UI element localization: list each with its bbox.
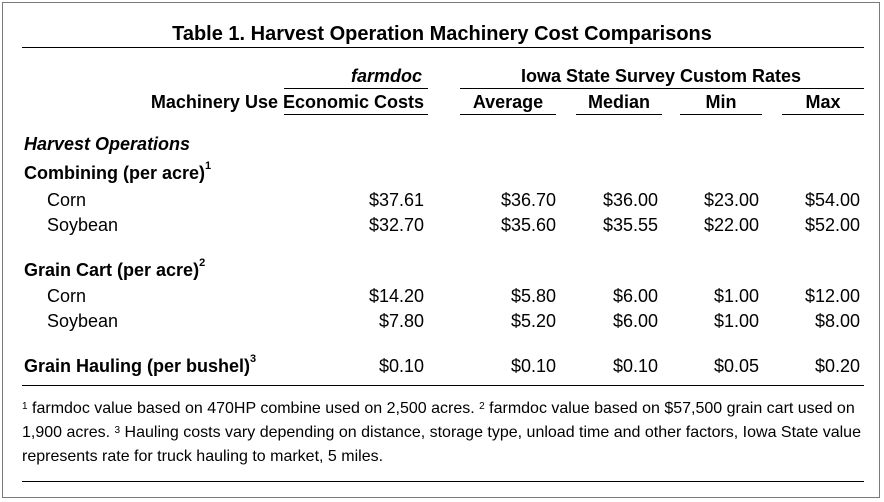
average-col-rule: [460, 114, 556, 115]
max-column-header: Max: [805, 92, 841, 112]
footnote-1-mark: 1: [22, 401, 28, 412]
title-rule: [22, 47, 864, 48]
median-col-rule: [576, 114, 662, 115]
cell-min: $0.05: [713, 356, 759, 376]
footnote-mark: 2: [199, 257, 206, 269]
average-column-header: Average: [472, 92, 544, 112]
cell-average: $0.10: [510, 356, 556, 376]
grain-hauling-heading: Grain Hauling (per bushel)3: [24, 353, 257, 376]
combining-heading: Combining (per acre)1: [24, 160, 212, 183]
cell-average: $36.70: [500, 190, 556, 210]
farmdoc-col-rule: [284, 114, 428, 115]
grain-cart-heading: Grain Cart (per acre)2: [24, 257, 206, 280]
row-label: Soybean: [47, 215, 119, 235]
row-label: Corn: [47, 190, 87, 210]
footnote-1: farmdoc value based on 470HP combine use…: [32, 400, 475, 417]
cell-max: $0.20: [814, 356, 860, 376]
cell-farmdoc: $37.61: [368, 190, 424, 210]
min-column-header: Min: [705, 92, 737, 112]
row-label: Soybean: [47, 311, 119, 331]
footnote-mark: 3: [250, 353, 257, 365]
cell-max: $8.00: [814, 311, 860, 331]
cell-median: $36.00: [602, 190, 658, 210]
footnote-mark: 1: [205, 160, 212, 172]
farmdoc-header: farmdoc: [350, 66, 422, 86]
cell-min: $1.00: [713, 311, 759, 331]
cell-max: $12.00: [804, 286, 860, 306]
cell-median: $6.00: [612, 311, 658, 331]
cell-max: $54.00: [804, 190, 860, 210]
cell-average: $5.20: [510, 311, 556, 331]
cell-average: $35.60: [500, 215, 556, 235]
body-bottom-rule: [22, 385, 864, 386]
max-col-rule: [782, 114, 864, 115]
cell-farmdoc: $0.10: [378, 356, 424, 376]
cell-farmdoc: $7.80: [378, 311, 424, 331]
table-title: Table 1. Harvest Operation Machinery Cos…: [172, 23, 712, 45]
cell-min: $22.00: [703, 215, 759, 235]
survey-group-header: Iowa State Survey Custom Rates: [520, 66, 802, 86]
cell-median: $0.10: [612, 356, 658, 376]
cell-average: $5.80: [510, 286, 556, 306]
cell-farmdoc: $14.20: [368, 286, 424, 306]
footnote-2: farmdoc value based on $57,500 grain car…: [22, 400, 855, 441]
footnote-3-mark: 3: [114, 425, 121, 436]
cell-median: $35.55: [602, 215, 658, 235]
footer-bottom-rule: [22, 481, 864, 482]
cell-min: $23.00: [703, 190, 759, 210]
median-column-header: Median: [587, 92, 650, 112]
row-label: Corn: [47, 286, 87, 306]
survey-header-rule: [460, 88, 864, 89]
harvest-operations-heading: Harvest Operations: [24, 134, 191, 154]
min-col-rule: [680, 114, 762, 115]
cell-max: $52.00: [804, 215, 860, 235]
footnote-3: Hauling costs vary depending on distance…: [22, 424, 861, 465]
farmdoc-header-rule: [284, 88, 428, 89]
footnotes: 1 farmdoc value based on 470HP combine u…: [22, 397, 870, 469]
cell-min: $1.00: [713, 286, 759, 306]
footnote-2-mark: 2: [479, 401, 485, 412]
cell-median: $6.00: [612, 286, 658, 306]
cell-farmdoc: $32.70: [368, 215, 424, 235]
machinery-column-header: Machinery Use Economic Costs: [150, 92, 424, 112]
